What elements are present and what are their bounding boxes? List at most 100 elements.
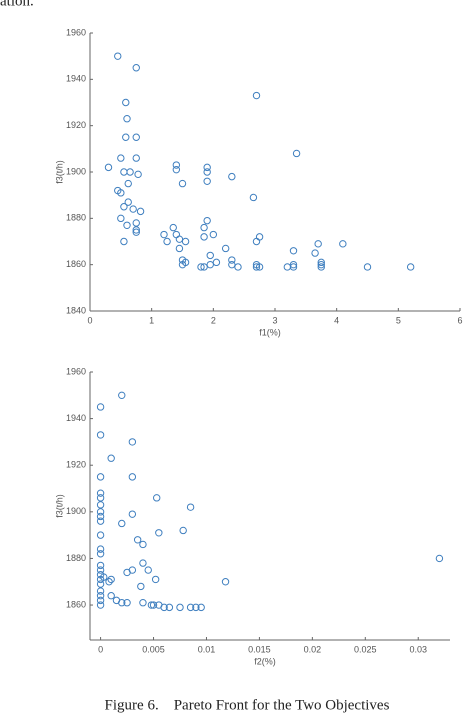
point xyxy=(165,603,174,612)
point xyxy=(151,575,160,584)
x-tick-label: 4 xyxy=(334,315,339,325)
point xyxy=(203,216,211,225)
point xyxy=(96,508,105,516)
x-tick-label: 1 xyxy=(149,315,154,325)
point xyxy=(314,240,322,248)
point xyxy=(132,64,140,72)
point xyxy=(144,566,152,574)
point xyxy=(181,258,190,267)
x-tick-label: 6 xyxy=(457,315,462,325)
point xyxy=(289,247,298,255)
point xyxy=(117,189,125,197)
point xyxy=(96,512,105,521)
point xyxy=(435,554,444,563)
point xyxy=(200,263,208,271)
point xyxy=(96,601,105,609)
text-fragment: ation. xyxy=(0,0,34,9)
point xyxy=(122,133,130,141)
point xyxy=(160,603,168,612)
point xyxy=(172,165,181,174)
point xyxy=(96,517,105,525)
x-tick-label: 3 xyxy=(272,315,277,325)
point xyxy=(100,573,108,581)
point xyxy=(107,454,115,462)
point xyxy=(406,263,415,271)
point xyxy=(118,391,126,400)
point xyxy=(234,263,242,271)
point xyxy=(107,592,115,600)
y-tick-label: 1880 xyxy=(66,213,86,223)
point xyxy=(221,244,230,253)
point xyxy=(132,226,140,234)
point xyxy=(228,256,236,264)
y-tick-label: 1940 xyxy=(66,74,86,84)
point xyxy=(96,550,105,558)
point xyxy=(192,603,200,612)
point xyxy=(124,198,132,206)
point xyxy=(147,601,156,609)
point xyxy=(169,223,177,232)
x-tick-label: 0.005 xyxy=(142,644,165,654)
y-axis-label: f3(t/h) xyxy=(54,494,64,518)
point xyxy=(96,431,105,439)
point xyxy=(139,559,147,567)
point xyxy=(128,438,137,446)
point xyxy=(139,540,147,549)
x-tick-label: 0.025 xyxy=(354,644,377,654)
x-tick-label: 0 xyxy=(98,644,103,654)
point xyxy=(123,115,131,123)
point xyxy=(96,596,105,605)
point xyxy=(96,494,105,502)
y-tick-label: 1920 xyxy=(66,120,86,130)
point xyxy=(203,168,211,176)
point xyxy=(212,258,221,267)
point xyxy=(132,228,140,236)
point xyxy=(186,503,195,511)
point xyxy=(132,219,140,227)
x-axis-label: f1(%) xyxy=(259,327,281,337)
point xyxy=(96,587,105,595)
point xyxy=(105,578,113,586)
point xyxy=(317,263,325,271)
point xyxy=(123,568,131,577)
point xyxy=(96,531,105,539)
point xyxy=(311,249,319,257)
point xyxy=(175,244,184,253)
point xyxy=(96,561,105,570)
y-tick-label: 1960 xyxy=(66,366,86,376)
point xyxy=(203,163,211,172)
point xyxy=(120,237,128,246)
x-tick-label: 5 xyxy=(396,315,401,325)
point xyxy=(96,489,105,497)
point xyxy=(249,193,258,202)
point xyxy=(117,214,125,223)
point xyxy=(363,263,372,271)
point xyxy=(228,172,236,181)
point xyxy=(160,230,168,239)
x-tick-label: 0.02 xyxy=(304,644,322,654)
x-tick-label: 0.03 xyxy=(409,644,427,654)
point xyxy=(206,251,214,260)
point xyxy=(126,168,134,176)
point xyxy=(124,179,132,188)
point xyxy=(197,603,205,612)
point xyxy=(289,260,298,269)
point xyxy=(200,223,208,232)
x-tick-label: 0.015 xyxy=(248,644,271,654)
point xyxy=(129,205,137,213)
y-tick-label: 1860 xyxy=(66,599,86,609)
point xyxy=(128,473,137,481)
y-tick-label: 1940 xyxy=(66,413,86,423)
point xyxy=(172,161,181,169)
point xyxy=(252,260,261,269)
point xyxy=(120,203,128,211)
point xyxy=(123,221,131,229)
point xyxy=(132,133,140,141)
point xyxy=(136,207,145,216)
point xyxy=(155,529,163,537)
x-tick-label: 0 xyxy=(87,315,92,325)
point xyxy=(149,601,158,609)
y-axis-label: f3(t/h) xyxy=(54,160,64,184)
point xyxy=(206,260,214,269)
y-tick-label: 1960 xyxy=(66,27,86,37)
